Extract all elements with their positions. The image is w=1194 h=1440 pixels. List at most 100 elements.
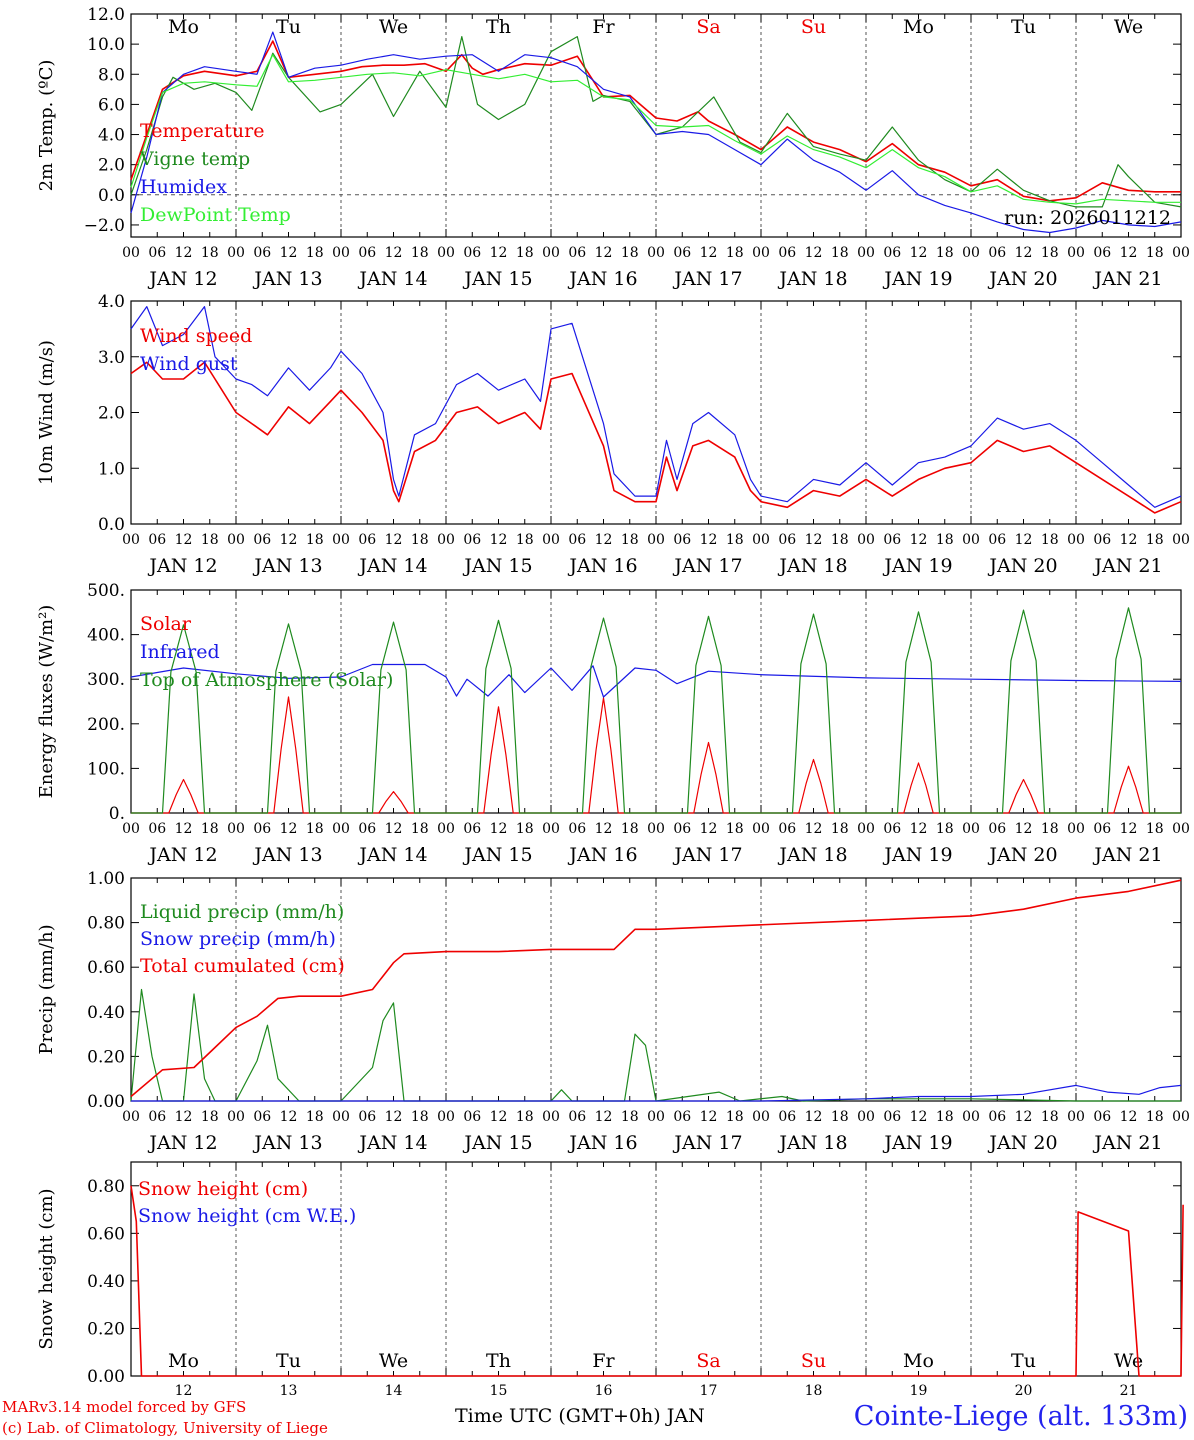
hour-tick-label: 00 — [1172, 821, 1190, 837]
hour-tick-label: 12 — [490, 821, 508, 837]
hour-tick-label: 12 — [700, 245, 718, 261]
hour-tick-label: 00 — [227, 1109, 245, 1125]
hour-tick-label: 12 — [805, 532, 823, 548]
series-wind-speed — [130, 361, 1182, 514]
weekday-label: Tu — [276, 16, 301, 38]
hour-tick-label: 18 — [516, 532, 534, 548]
hour-tick-label: 06 — [568, 245, 586, 261]
weekday-label: Mo — [903, 1350, 934, 1372]
legend-entry: Wind speed — [140, 325, 252, 347]
hour-tick-label: 18 — [831, 245, 849, 261]
hour-tick-label: 18 — [831, 821, 849, 837]
hour-tick-label: 12 — [700, 532, 718, 548]
day-number-label: 16 — [595, 1383, 613, 1399]
series-snow-height-cm — [130, 1185, 1184, 1377]
hour-tick-label: 06 — [673, 821, 691, 837]
hour-tick-label: 18 — [936, 821, 954, 837]
hour-tick-label: 18 — [726, 245, 744, 261]
date-label: JAN 19 — [882, 844, 952, 866]
hour-tick-label: 18 — [831, 532, 849, 548]
hour-tick-label: 18 — [516, 821, 534, 837]
hour-tick-label: 00 — [122, 821, 140, 837]
legend-entry: DewPoint Temp — [140, 204, 291, 226]
hour-tick-label: 06 — [988, 1109, 1006, 1125]
hour-tick-label: 12 — [595, 821, 613, 837]
series-total-cumulated-cm — [130, 879, 1182, 1098]
y-axis-label: Energy fluxes (W/m²) — [36, 605, 57, 799]
hour-tick-label: 18 — [726, 821, 744, 837]
hour-tick-label: 00 — [542, 1109, 560, 1125]
y-tick-label: 300. — [87, 670, 125, 690]
y-tick-label: 0.40 — [87, 1003, 125, 1023]
y-tick-label: 0.60 — [87, 958, 125, 978]
hour-tick-label: 18 — [201, 1109, 219, 1125]
panel-frame — [130, 300, 1182, 525]
y-tick-label: 1.00 — [87, 869, 125, 889]
hour-tick-label: 00 — [647, 821, 665, 837]
hour-tick-label: 00 — [962, 532, 980, 548]
weekday-label: We — [1114, 1350, 1143, 1372]
hour-tick-label: 12 — [1120, 532, 1138, 548]
hour-tick-label: 00 — [647, 1109, 665, 1125]
hour-tick-label: 18 — [621, 821, 639, 837]
hour-tick-label: 12 — [1015, 1109, 1033, 1125]
hour-tick-label: 00 — [332, 245, 350, 261]
hour-tick-label: 00 — [962, 1109, 980, 1125]
hour-tick-label: 12 — [175, 245, 193, 261]
hour-tick-label: 06 — [568, 821, 586, 837]
hour-tick-label: 18 — [1041, 1109, 1059, 1125]
day-number-label: 15 — [490, 1383, 508, 1399]
hour-tick-label: 00 — [1067, 532, 1085, 548]
hour-tick-label: 18 — [831, 1109, 849, 1125]
hour-tick-label: 06 — [988, 245, 1006, 261]
series-dewpoint-temp — [130, 54, 1181, 205]
hour-tick-label: 00 — [857, 1109, 875, 1125]
hour-tick-label: 18 — [936, 1109, 954, 1125]
hour-tick-label: 06 — [148, 245, 166, 261]
hour-tick-label: 18 — [306, 532, 324, 548]
weekday-label: Sa — [696, 1350, 720, 1372]
hour-tick-label: 12 — [910, 532, 928, 548]
date-label: JAN 21 — [1092, 268, 1162, 290]
hour-tick-label: 00 — [1172, 532, 1190, 548]
hour-tick-label: 18 — [1146, 532, 1164, 548]
hour-tick-label: 06 — [148, 532, 166, 548]
y-tick-label: 0.80 — [87, 1177, 125, 1197]
hour-tick-label: 18 — [621, 245, 639, 261]
y-tick-label: 3.0 — [98, 348, 125, 368]
hour-tick-label: 18 — [201, 821, 219, 837]
date-label: JAN 13 — [252, 1132, 322, 1154]
y-tick-label: 0. — [109, 804, 125, 824]
date-label: JAN 15 — [462, 555, 532, 577]
hour-tick-label: 12 — [1015, 532, 1033, 548]
y-tick-label: 0.60 — [87, 1224, 125, 1244]
weekday-label: Sa — [696, 16, 720, 38]
y-tick-label: 4.0 — [98, 126, 125, 146]
hour-tick-label: 12 — [805, 245, 823, 261]
date-label: JAN 18 — [777, 555, 847, 577]
hour-tick-label: 00 — [122, 245, 140, 261]
hour-tick-label: 00 — [857, 532, 875, 548]
y-tick-label: 0.40 — [87, 1272, 125, 1292]
date-label: JAN 15 — [462, 1132, 532, 1154]
date-label: JAN 17 — [672, 1132, 742, 1154]
date-label: JAN 14 — [357, 844, 427, 866]
weekday-label: Tu — [1011, 16, 1036, 38]
hour-tick-label: 00 — [752, 1109, 770, 1125]
date-label: JAN 14 — [357, 1132, 427, 1154]
date-label: JAN 15 — [462, 268, 532, 290]
hour-tick-label: 06 — [778, 532, 796, 548]
hour-tick-label: 18 — [1146, 245, 1164, 261]
date-label: JAN 19 — [882, 555, 952, 577]
hour-tick-label: 06 — [358, 532, 376, 548]
hour-tick-label: 12 — [805, 1109, 823, 1125]
weekday-label: We — [379, 1350, 408, 1372]
hour-tick-label: 00 — [542, 245, 560, 261]
date-label: JAN 14 — [357, 555, 427, 577]
hour-tick-label: 18 — [201, 245, 219, 261]
hour-tick-label: 00 — [122, 532, 140, 548]
hour-tick-label: 18 — [516, 1109, 534, 1125]
y-tick-label: 500. — [87, 581, 125, 601]
y-tick-label: 1.0 — [98, 459, 125, 479]
